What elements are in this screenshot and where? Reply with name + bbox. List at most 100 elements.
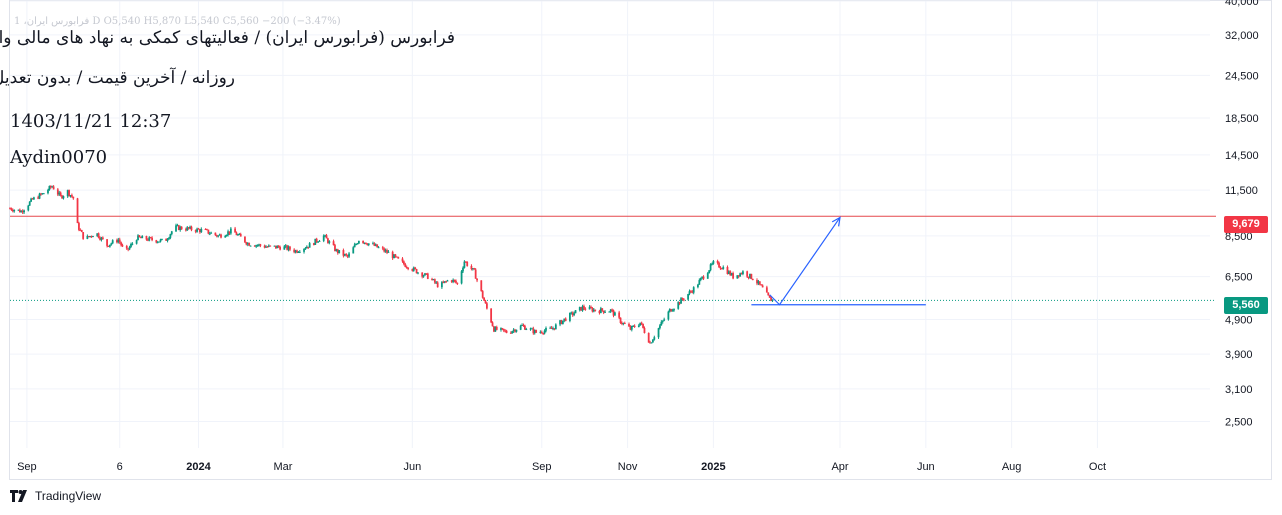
candle-body [305, 246, 308, 249]
candle-body [682, 299, 685, 301]
candle-body [377, 247, 380, 249]
candle-body [445, 281, 448, 283]
candle-body [629, 326, 632, 330]
candle-body [80, 230, 83, 233]
candle-body [41, 193, 44, 195]
candle-body [156, 241, 159, 243]
candle-body [739, 273, 742, 277]
candle-body [139, 237, 142, 239]
candle-body [338, 250, 341, 254]
candle-body [446, 280, 449, 282]
candle-body [366, 244, 369, 246]
candle-body [363, 242, 366, 244]
candle-body [21, 210, 24, 213]
candle-body [559, 320, 561, 325]
candle-body [719, 267, 722, 269]
chart-plot[interactable]: 40,000 32,000 24,500 18,500 14,500 11,500 8,50… [0, 0, 1282, 480]
candle-body [296, 250, 298, 253]
candle-body [533, 330, 536, 334]
candle-body [27, 205, 30, 211]
candle-body [207, 229, 210, 234]
candle-body [639, 322, 642, 326]
tradingview-logo[interactable]: TradingView [10, 489, 101, 503]
candle-body [732, 273, 734, 279]
candle-body [758, 281, 761, 285]
candle-body [246, 243, 249, 245]
x-tick-label: 2025 [701, 461, 725, 473]
candle-body [633, 325, 636, 328]
candle-body [736, 275, 739, 279]
candle-body [324, 235, 327, 237]
candle-body [751, 278, 754, 280]
candle-body [9, 208, 11, 210]
candle-body [667, 311, 670, 320]
candle-body [391, 251, 394, 259]
candle-body [106, 239, 108, 246]
candle-body [640, 322, 643, 324]
candle-body [62, 196, 65, 199]
x-tick-label: Sep [532, 461, 552, 473]
y-tick-label: 40,000 [1225, 0, 1259, 8]
candle-body [563, 318, 566, 321]
candle-body [151, 237, 153, 241]
candle-body [643, 327, 646, 333]
candle-body [462, 267, 464, 272]
y-tick-label: 8,500 [1225, 231, 1253, 243]
candle-body [540, 331, 543, 334]
candle-body [304, 248, 307, 250]
candle-body [51, 186, 54, 188]
candle-body [355, 244, 357, 246]
candle-body [632, 325, 635, 327]
x-tick-label: Jun [403, 461, 421, 473]
candle-body [481, 291, 484, 298]
candle-body [535, 330, 538, 333]
candle-body [578, 307, 581, 311]
candle-body [107, 245, 110, 247]
last-price-tag: 5,560 [1224, 297, 1268, 314]
candle-body [258, 244, 260, 246]
candle-body [108, 244, 111, 247]
candle-body [642, 323, 644, 328]
projection-arrow-line [769, 217, 841, 306]
candle-body [583, 306, 585, 309]
y-tick-label: 32,000 [1225, 30, 1259, 42]
candle-body [515, 329, 518, 332]
candle-body [149, 237, 152, 239]
candle-body [376, 244, 379, 248]
candle-body [244, 236, 246, 243]
candle-body [120, 242, 123, 246]
candle-body [652, 339, 654, 343]
candle-body [286, 245, 289, 250]
candle-body [90, 236, 93, 238]
candle-body [543, 330, 546, 334]
candle-body [486, 303, 488, 309]
candle-body [145, 236, 148, 240]
candle-body [519, 325, 522, 330]
candle-body [10, 208, 13, 211]
candle-body [688, 291, 691, 295]
candle-body [273, 245, 276, 247]
candle-body [584, 308, 587, 310]
candle-body [141, 236, 144, 239]
candle-body [66, 190, 69, 197]
candle-body [186, 227, 189, 231]
y-tick-label: 3,100 [1225, 384, 1253, 396]
x-tick-label: Mar [273, 461, 292, 473]
candle-body [407, 267, 410, 270]
candle-body [97, 233, 100, 238]
candle-body [196, 228, 199, 232]
candle-body [69, 195, 72, 197]
x-tick-label: Apr [831, 461, 848, 473]
candle-body [82, 232, 85, 239]
candle-body [30, 198, 33, 202]
candle-body [289, 246, 291, 250]
candle-body [175, 225, 177, 232]
candle-body [229, 228, 232, 234]
candle-body [727, 271, 730, 274]
candle-body [40, 193, 42, 195]
candle-body [522, 325, 525, 327]
y-tick-label: 14,500 [1225, 150, 1259, 162]
candle-body [342, 250, 345, 256]
chart-title: فرابورس (فرابورس ایران) / فعالیتهای کمکی… [0, 28, 455, 48]
candle-body [403, 261, 405, 265]
